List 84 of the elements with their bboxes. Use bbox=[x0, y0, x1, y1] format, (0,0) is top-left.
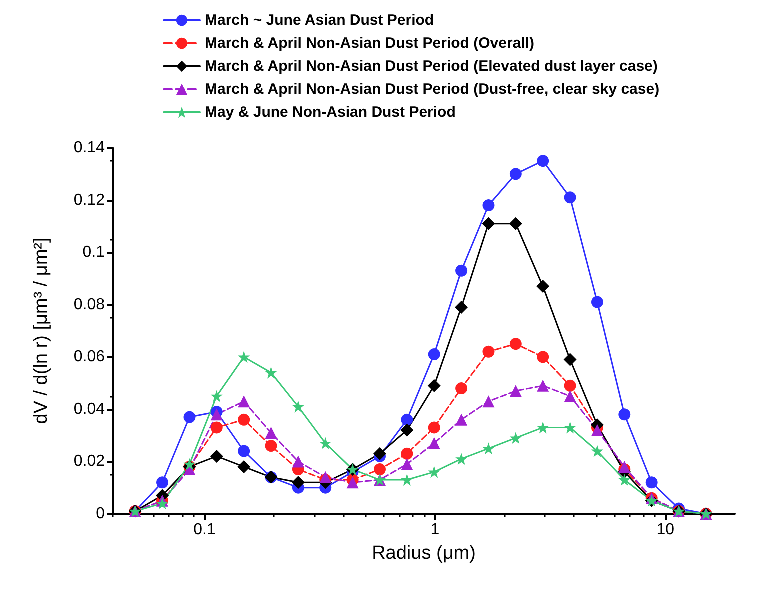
point bbox=[238, 460, 251, 474]
point bbox=[428, 466, 440, 478]
point bbox=[618, 474, 631, 486]
legend-label: March & April Non-Asian Dust Period (Elevated dust layer case) bbox=[205, 58, 658, 75]
point bbox=[509, 217, 522, 230]
point bbox=[373, 447, 386, 460]
point bbox=[320, 437, 332, 450]
point bbox=[401, 414, 414, 426]
point bbox=[238, 414, 250, 426]
point bbox=[265, 440, 278, 452]
x-tick-label: 1 bbox=[430, 522, 440, 538]
y-tick-label: 0.14 bbox=[74, 140, 106, 156]
point bbox=[537, 422, 550, 434]
point bbox=[536, 280, 550, 294]
point bbox=[184, 458, 196, 470]
point bbox=[482, 200, 495, 212]
legend-label: May & June Non-Asian Dust Period bbox=[205, 104, 456, 121]
y-tick-label: 0.1 bbox=[82, 244, 106, 262]
y-tick-label: 0.12 bbox=[74, 192, 106, 209]
point bbox=[156, 476, 169, 489]
point bbox=[456, 414, 468, 426]
point bbox=[482, 346, 495, 358]
y-tick-label: 0.06 bbox=[74, 348, 106, 366]
point bbox=[346, 476, 359, 489]
legend-label: March & April Non-Asian Dust Period (Overall) bbox=[205, 35, 534, 52]
point bbox=[374, 464, 386, 476]
point bbox=[482, 217, 496, 230]
point bbox=[591, 296, 604, 308]
point bbox=[482, 442, 495, 455]
point bbox=[618, 408, 631, 421]
point bbox=[564, 192, 576, 204]
x-tick-label: 10 bbox=[656, 522, 675, 538]
point bbox=[537, 155, 550, 168]
point bbox=[482, 396, 495, 408]
point bbox=[238, 445, 250, 458]
point bbox=[210, 422, 223, 434]
point bbox=[428, 437, 440, 450]
point bbox=[456, 382, 468, 395]
y-tick-label: 0 bbox=[96, 506, 106, 522]
point bbox=[156, 498, 169, 510]
legend-label: March ~ June Asian Dust Period bbox=[205, 12, 434, 29]
point bbox=[456, 453, 468, 466]
point bbox=[428, 348, 440, 361]
point bbox=[564, 353, 577, 366]
point bbox=[210, 450, 224, 463]
point bbox=[510, 168, 522, 180]
point bbox=[401, 458, 414, 470]
point bbox=[401, 474, 414, 486]
point bbox=[510, 432, 522, 444]
x-tick-label: 0.1 bbox=[194, 522, 216, 538]
point bbox=[400, 424, 414, 437]
y-tick-label: 0.08 bbox=[74, 296, 106, 314]
y-axis-title: dV / d(ln r) [μm³ / μm²] bbox=[31, 238, 52, 424]
point bbox=[564, 380, 576, 392]
point bbox=[618, 460, 631, 473]
point bbox=[320, 471, 332, 484]
legend-label: March & April Non-Asian Dust Period (Dust-free, clear sky case) bbox=[205, 81, 660, 98]
point bbox=[510, 385, 522, 398]
point bbox=[428, 422, 440, 434]
point bbox=[292, 476, 305, 490]
point bbox=[646, 476, 658, 489]
point bbox=[510, 338, 522, 350]
y-tick-label: 0.02 bbox=[74, 453, 106, 470]
point bbox=[537, 351, 550, 364]
point bbox=[428, 379, 441, 392]
point bbox=[456, 264, 468, 277]
y-tick-label: 0.04 bbox=[74, 400, 106, 418]
x-axis-title: Radius (μm) bbox=[372, 543, 476, 564]
point bbox=[184, 411, 196, 424]
point bbox=[537, 380, 550, 392]
point bbox=[238, 351, 250, 364]
point bbox=[591, 445, 604, 458]
point bbox=[292, 456, 304, 468]
point bbox=[210, 408, 223, 421]
point bbox=[591, 424, 604, 436]
point bbox=[265, 366, 278, 379]
point bbox=[401, 448, 414, 460]
point bbox=[210, 390, 223, 402]
point bbox=[265, 426, 278, 439]
point bbox=[455, 300, 468, 314]
point bbox=[564, 390, 576, 402]
point bbox=[564, 422, 576, 434]
point bbox=[292, 400, 304, 413]
point bbox=[238, 396, 250, 408]
